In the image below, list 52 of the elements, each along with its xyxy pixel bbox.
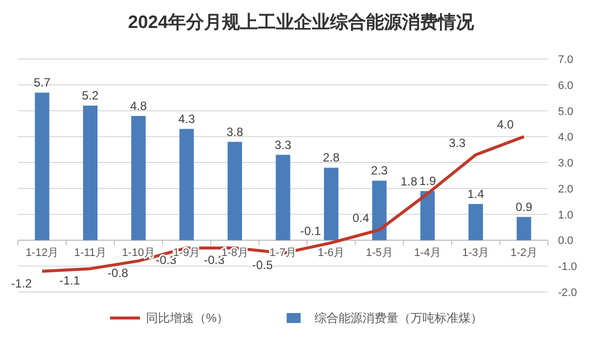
- bar: [228, 142, 242, 240]
- bar: [516, 216, 532, 240]
- bar: [324, 168, 338, 240]
- bar: [179, 128, 194, 240]
- x-tick-label: 1-11月: [74, 247, 106, 260]
- y-tick-label: 0.0: [558, 235, 574, 248]
- y-tick-label: 7.0: [558, 54, 574, 66]
- x-tick-label: 1-6月: [318, 247, 345, 260]
- legend-label: 综合能源消费量（万吨标准煤）: [314, 311, 483, 325]
- data-label: 1.8: [400, 174, 418, 189]
- x-tick-label: 1-10月: [122, 247, 155, 260]
- bar: [131, 116, 146, 240]
- y-tick-label: -1.0: [558, 261, 577, 274]
- data-label: 4.0: [496, 118, 514, 132]
- data-label: -1.2: [11, 276, 32, 290]
- bar: [276, 154, 290, 240]
- data-label: 1.4: [467, 186, 484, 201]
- data-label: 5.7: [34, 76, 51, 90]
- data-label: 5.2: [82, 88, 99, 103]
- legend-label: 同比增速（%）: [146, 311, 229, 325]
- y-tick-label: 1.0: [558, 209, 574, 222]
- data-label: -0.8: [108, 266, 129, 280]
- y-tick-label: 4.0: [558, 132, 574, 144]
- x-tick-label: 1-3月: [462, 247, 490, 260]
- x-tick-label: 1-2月: [510, 247, 538, 260]
- data-label: 4.3: [178, 112, 196, 126]
- x-tick-label: 1-4月: [414, 247, 441, 260]
- bar: [468, 204, 483, 240]
- data-label: 2.8: [322, 150, 340, 165]
- data-label: 0.9: [516, 200, 533, 214]
- bar: [420, 191, 435, 240]
- data-label: 3.3: [274, 138, 292, 152]
- y-tick-label: 2.0: [558, 183, 574, 196]
- chart-title: 2024年分月规上工业企业综合能源消费情况: [128, 12, 476, 32]
- y-tick-label: 6.0: [558, 80, 574, 92]
- y-tick-label: -2.0: [558, 287, 577, 299]
- data-label: 3.8: [226, 124, 244, 139]
- x-tick-label: 1-5月: [366, 247, 393, 260]
- data-label: 4.8: [130, 98, 148, 113]
- data-label: 0.4: [352, 210, 370, 225]
- bar: [372, 180, 387, 240]
- y-tick-label: 3.0: [558, 158, 574, 170]
- data-label: -0.5: [252, 258, 274, 272]
- data-label: -1.1: [59, 274, 80, 288]
- y-tick-label: 5.0: [558, 106, 574, 118]
- data-label: 2.3: [371, 164, 388, 178]
- data-label: 3.3: [448, 136, 466, 150]
- x-tick-label: 1-12月: [26, 247, 59, 260]
- bar: [34, 92, 50, 240]
- data-label: 1.9: [419, 174, 436, 188]
- bar: [83, 106, 98, 240]
- data-label: -0.1: [300, 224, 322, 238]
